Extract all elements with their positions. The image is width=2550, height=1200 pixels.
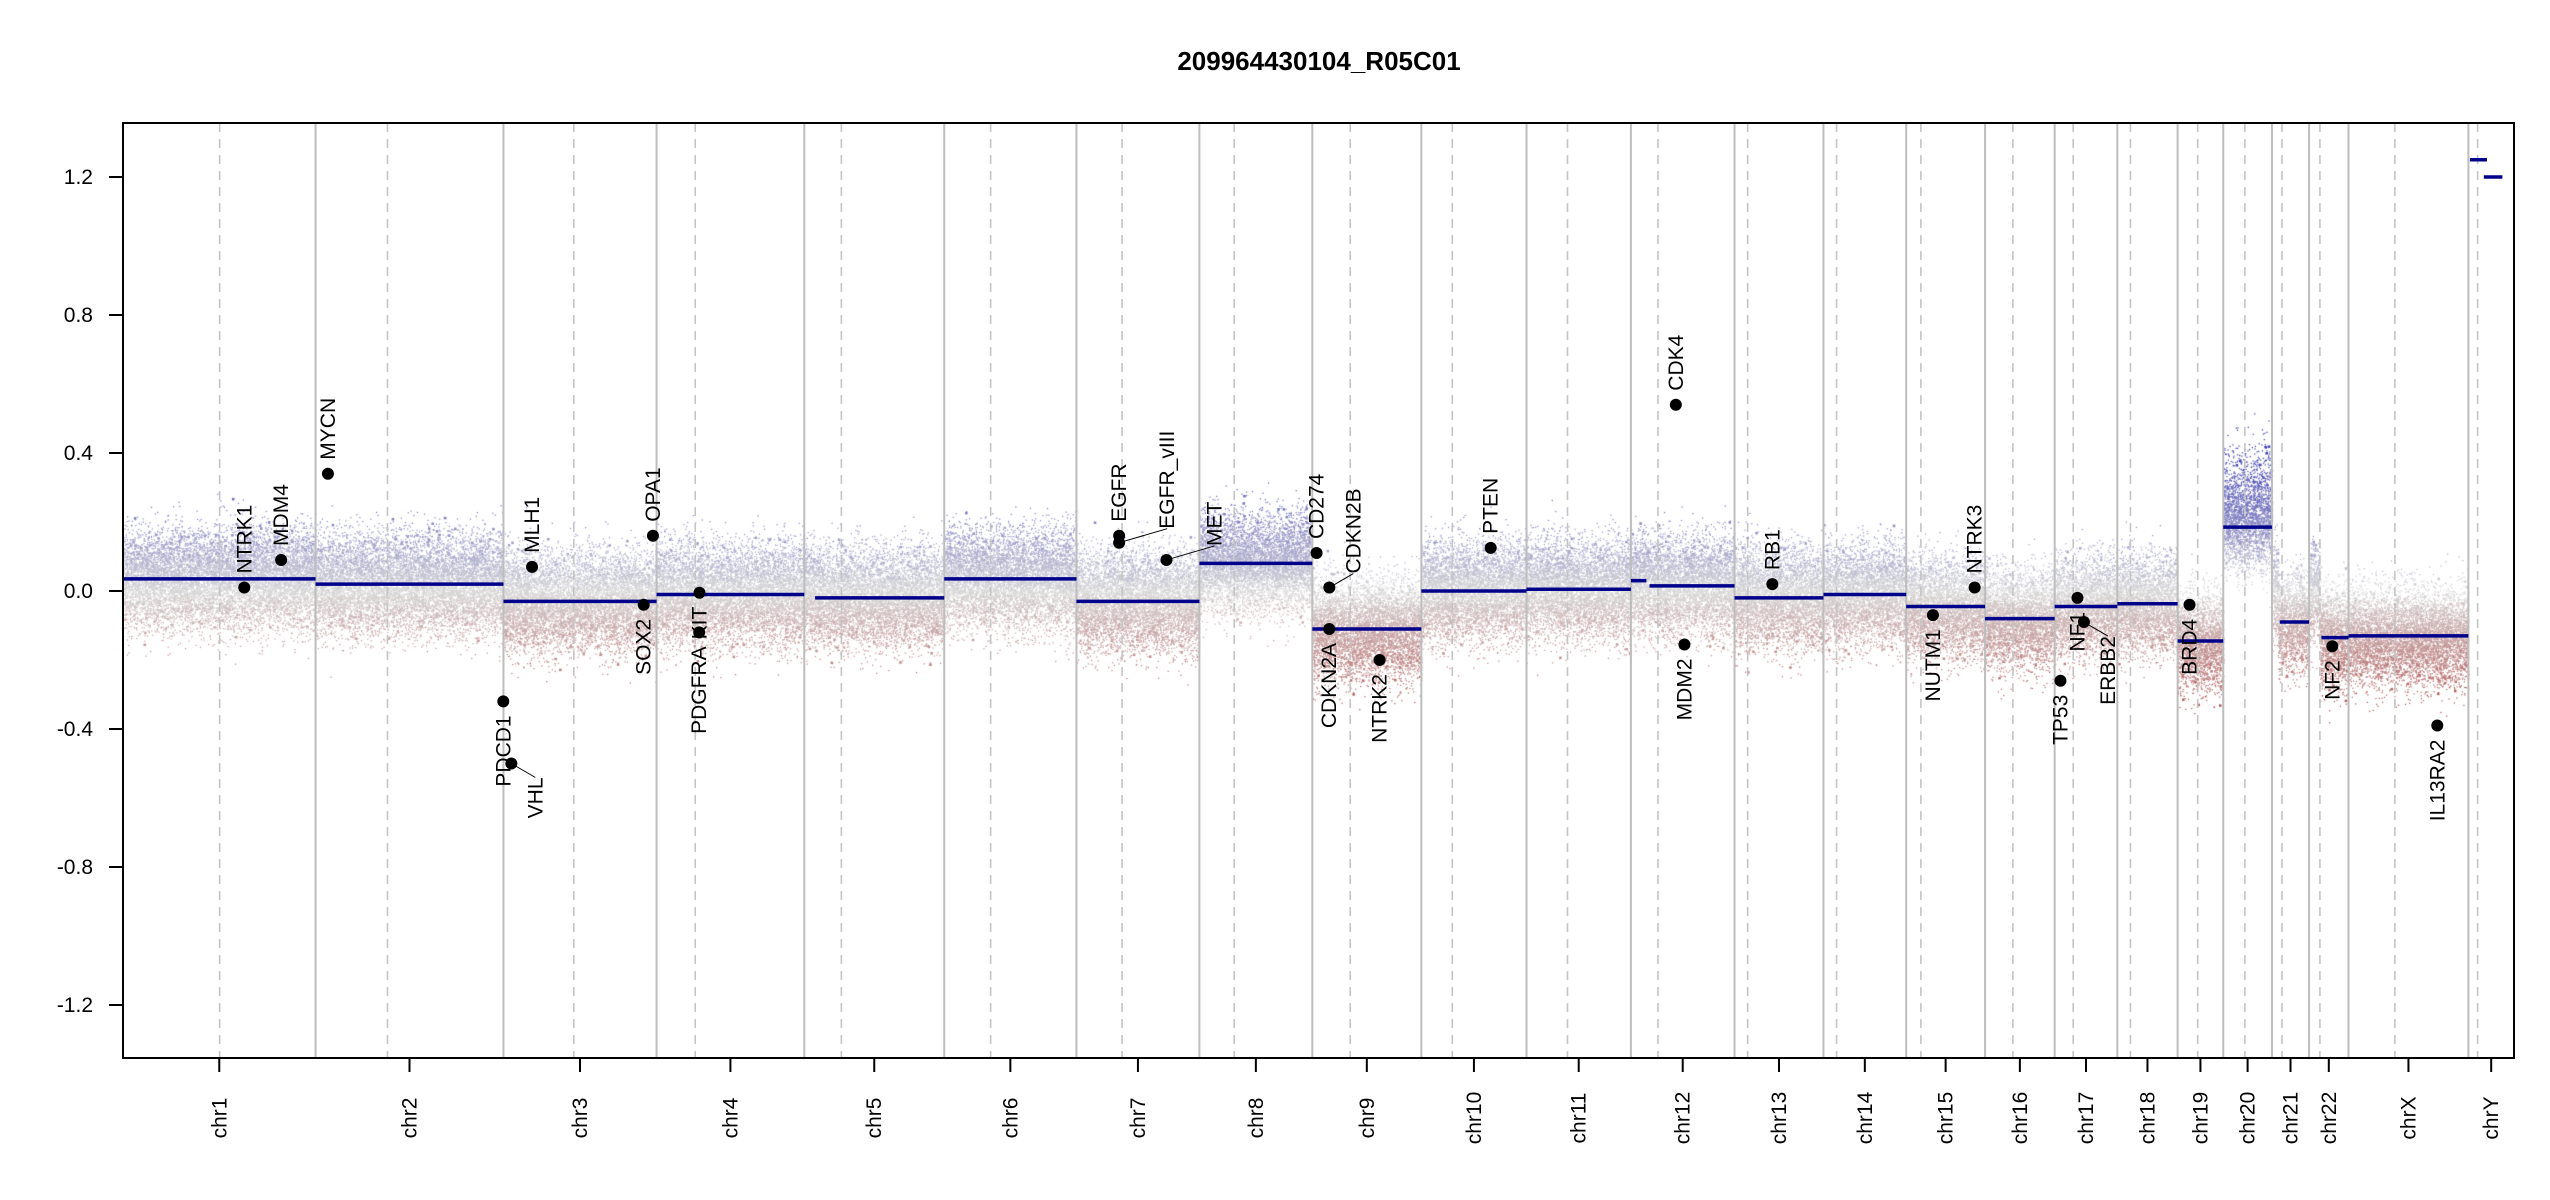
gene-point xyxy=(526,560,539,573)
gene-point xyxy=(321,467,334,480)
x-tick-label-chr2: chr2 xyxy=(399,1098,422,1139)
plot-frame xyxy=(122,122,2515,1059)
gene-label: CDK4 xyxy=(1665,334,1688,390)
gene-point xyxy=(646,529,659,542)
gene-label: NTRK1 xyxy=(233,505,256,574)
gene-point xyxy=(1373,654,1386,666)
gene-label: VHL xyxy=(524,778,547,819)
gene-label-leader xyxy=(511,763,536,778)
gene-point xyxy=(238,581,251,594)
y-tick-label: 1.2 xyxy=(64,166,93,189)
x-tick-label-chr5: chr5 xyxy=(863,1098,886,1139)
gene-point xyxy=(1484,541,1497,554)
y-tick-label: 0.4 xyxy=(64,442,94,465)
x-tick-label-chrY: chrY xyxy=(2480,1096,2503,1139)
gene-point xyxy=(2183,598,2196,611)
x-tick-label-chr15: chr15 xyxy=(1935,1092,1958,1145)
gene-label: EGFR_vIII xyxy=(1156,431,1179,529)
x-tick-label-chr21: chr21 xyxy=(2280,1092,2303,1145)
x-tick-label-chrX: chrX xyxy=(2397,1096,2420,1139)
gene-label: MDM4 xyxy=(270,484,293,546)
x-tick-label-chr7: chr7 xyxy=(1127,1098,1150,1139)
gene-point xyxy=(1323,622,1336,635)
gene-point xyxy=(275,553,288,566)
gene-label-leader xyxy=(1329,573,1354,588)
gene-point xyxy=(1926,609,1939,622)
gene-label: CDKN2B xyxy=(1342,488,1365,573)
gene-label: CD274 xyxy=(1306,473,1329,539)
gene-point xyxy=(2071,591,2084,604)
segments xyxy=(123,158,2503,643)
gene-point xyxy=(2431,719,2444,732)
gene-point xyxy=(2326,640,2339,653)
x-tick-label-chr9: chr9 xyxy=(1356,1098,1379,1139)
x-tick-label-chr11: chr11 xyxy=(1568,1093,1591,1144)
gene-label: MYCN xyxy=(317,398,340,460)
y-tick-label: -0.4 xyxy=(57,718,94,741)
y-tick-label: -1.2 xyxy=(57,994,93,1017)
gene-label: NUTM1 xyxy=(1922,629,1945,701)
gene-label: MLH1 xyxy=(521,497,544,553)
gene-point xyxy=(497,695,510,708)
gene-label: MET xyxy=(1203,501,1226,546)
gene-label: CDKN2A xyxy=(1318,643,1341,728)
x-tick-label-chr10: chr10 xyxy=(1463,1092,1486,1145)
x-tick-label-chr4: chr4 xyxy=(719,1097,742,1138)
x-tick-label-chr12: chr12 xyxy=(1672,1092,1695,1145)
x-tick-label-chr14: chr14 xyxy=(1854,1091,1877,1144)
gene-label: ERBB2 xyxy=(2097,636,2120,705)
x-tick-label-chr1: chr1 xyxy=(208,1098,231,1139)
gene-label: NF2 xyxy=(2321,660,2344,700)
gene-label: IL13RA2 xyxy=(2426,740,2449,822)
gene-label: SOX2 xyxy=(633,619,656,675)
y-tick-label: -0.8 xyxy=(57,856,93,879)
gene-point xyxy=(1766,578,1779,591)
gene-markers: NTRK1 MDM4 MYCN PDCD1 VHL MLH1 SOX2 OPA1 PDGFRA K… xyxy=(233,334,2449,821)
gene-point xyxy=(1968,581,1981,594)
gene-point xyxy=(1678,638,1691,651)
gene-point xyxy=(693,586,706,599)
x-tick-label-chr8: chr8 xyxy=(1245,1098,1268,1139)
gene-label: OPA1 xyxy=(642,467,665,521)
gene-label-leader xyxy=(2083,621,2109,637)
gene-label: KIT xyxy=(688,607,711,640)
gene-point xyxy=(693,626,706,639)
gene-label-leader xyxy=(1166,545,1215,561)
gene-label: MDM2 xyxy=(1673,658,1696,720)
x-tick-label-chr19: chr19 xyxy=(2189,1092,2212,1145)
gene-point xyxy=(2054,674,2067,687)
x-tick-label-chr6: chr6 xyxy=(999,1098,1022,1139)
gene-label: PTEN xyxy=(1480,478,1503,534)
x-tick-label-chr18: chr18 xyxy=(2136,1092,2159,1145)
chart-title: 209964430104_R05C01 xyxy=(1177,46,1460,76)
gene-point xyxy=(637,598,650,611)
x-tick-label-chr17: chr17 xyxy=(2075,1092,2098,1145)
chromosome-dividers xyxy=(218,123,2479,1058)
y-tick-label: 0.0 xyxy=(64,580,93,603)
gene-label: EGFR xyxy=(1108,463,1131,521)
x-tick-label-chr3: chr3 xyxy=(569,1098,592,1139)
x-tick-label-chr20: chr20 xyxy=(2237,1092,2260,1145)
gene-label-leader xyxy=(1119,528,1168,544)
gene-label: NTRK2 xyxy=(1369,674,1392,743)
x-tick-label-chr16: chr16 xyxy=(2009,1092,2032,1145)
gene-point xyxy=(1669,398,1682,411)
gene-label: RB1 xyxy=(1761,529,1784,570)
gene-point xyxy=(1310,547,1323,560)
gene-label: PDGFRA xyxy=(688,646,711,734)
x-tick-label-chr22: chr22 xyxy=(2318,1092,2341,1145)
gene-label: PDCD1 xyxy=(492,715,515,786)
axes: chr1 chr2 chr3 chr4 chr5 chr6 chr7 chr8 chr9 chr1… xyxy=(57,122,2515,1145)
gene-label: TP53 xyxy=(2049,695,2072,745)
x-tick-label-chr13: chr13 xyxy=(1768,1092,1791,1145)
gene-label: BRD4 xyxy=(2179,618,2202,674)
gene-label: NTRK3 xyxy=(1964,505,1987,574)
y-tick-label: 0.8 xyxy=(64,304,93,327)
